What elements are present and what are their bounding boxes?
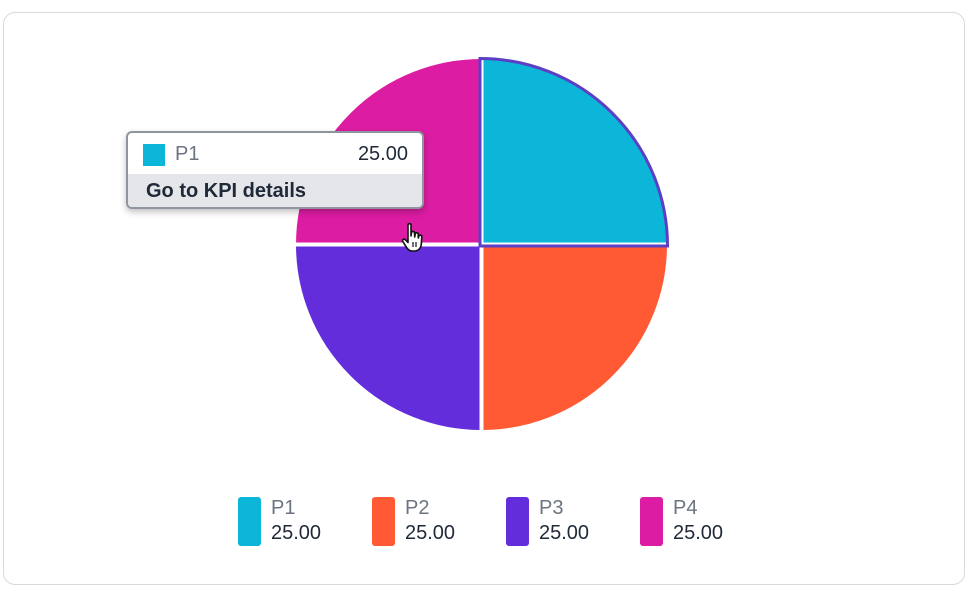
legend-swatch-p2	[372, 497, 395, 546]
tooltip-series-row: P1 25.00	[128, 133, 422, 174]
chart-tooltip: P1 25.00 Go to KPI details	[126, 131, 424, 209]
legend-label-p2: P2	[405, 497, 430, 519]
legend-swatch-p4	[640, 497, 663, 546]
legend-item-p4[interactable]: P4 25.00	[640, 497, 760, 547]
legend-label-p1: P1	[271, 497, 296, 519]
pie-slice-p3[interactable]	[291, 242, 484, 435]
legend-label-p3: P3	[539, 497, 564, 519]
pie-slice-p1[interactable]	[479, 54, 672, 247]
legend-label-p4: P4	[673, 497, 698, 519]
legend-value-p4: 25.00	[673, 522, 724, 544]
legend-swatch-p3	[506, 497, 529, 546]
hand-pointer-icon	[401, 222, 423, 252]
legend-value-p2: 25.00	[405, 522, 456, 544]
legend-item-p1[interactable]: P1 25.00	[238, 497, 358, 547]
legend-item-p3[interactable]: P3 25.00	[506, 497, 626, 547]
chart-legend: P1 25.00 P2 25.00 P3 25.00 P4 25.00	[0, 497, 969, 552]
tooltip-swatch	[143, 144, 165, 166]
tooltip-series-value: 25.00	[357, 143, 408, 165]
go-to-kpi-details-link[interactable]: Go to KPI details	[128, 174, 422, 207]
legend-value-p1: 25.00	[271, 522, 322, 544]
legend-swatch-p1	[238, 497, 261, 546]
tooltip-series-name: P1	[175, 143, 200, 165]
pie-slice-highlight-outline	[478, 56, 670, 248]
legend-item-p2[interactable]: P2 25.00	[372, 497, 492, 547]
legend-value-p3: 25.00	[539, 522, 590, 544]
pie-slice-p2[interactable]	[479, 242, 672, 435]
